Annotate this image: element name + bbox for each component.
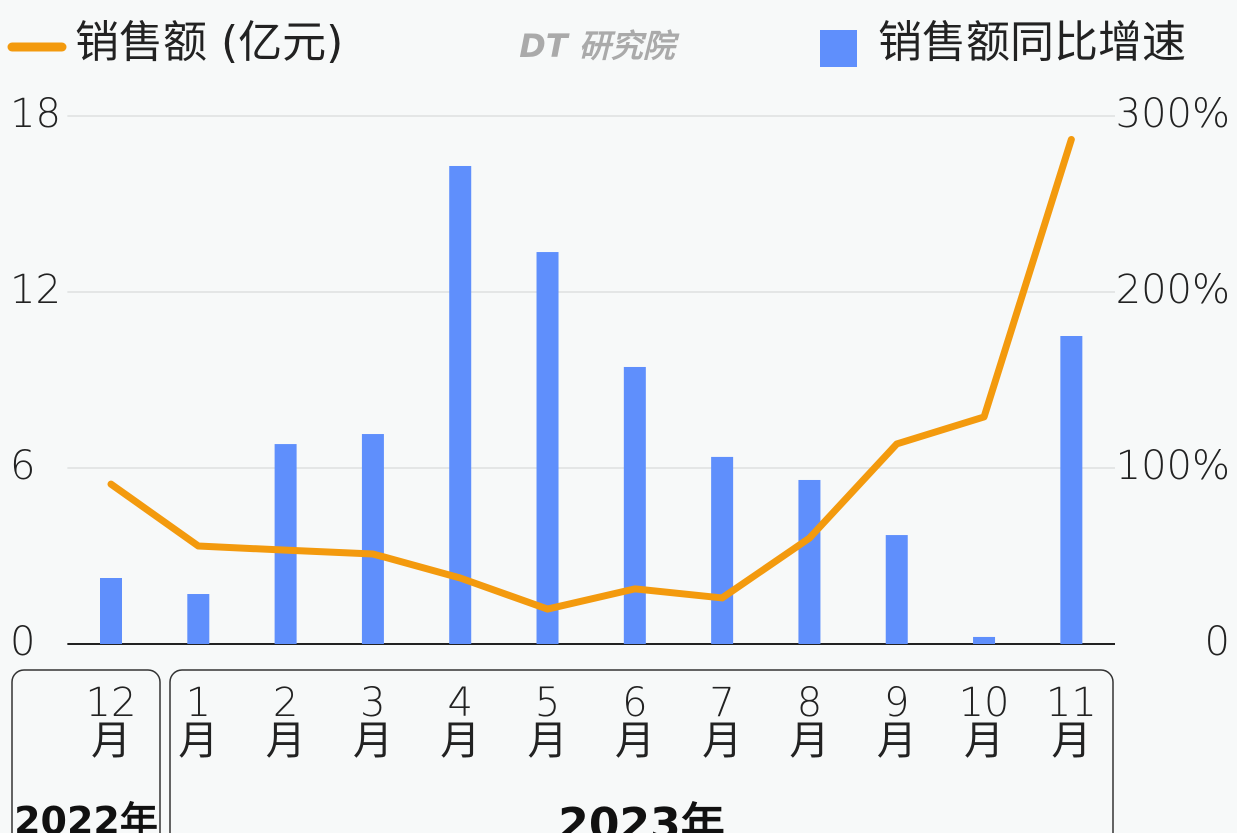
y-tick-label: 0	[10, 619, 35, 665]
watermark: DT 研究院	[519, 27, 680, 65]
y2-tick-label: 300%	[1116, 91, 1230, 137]
x-tick-label: 9月	[876, 680, 917, 764]
x-tick-label: 11月	[1045, 680, 1097, 764]
bar	[361, 434, 384, 644]
bar	[973, 636, 996, 644]
x-tick-label: 10月	[958, 680, 1010, 764]
x-tick-label: 3月	[352, 680, 393, 764]
x-tick-label: 8月	[789, 680, 830, 764]
legend-label: 销售额同比增速	[878, 17, 1186, 68]
legend-bar-swatch	[820, 30, 857, 67]
bar	[100, 578, 123, 644]
line	[107, 135, 1075, 613]
x-tick-label: 5月	[527, 680, 568, 764]
y-tick-label: 12	[10, 267, 61, 313]
x-tick-label: 1月	[178, 680, 219, 764]
bar	[885, 535, 908, 644]
y2-tick-label: 100%	[1116, 443, 1230, 489]
x-tick-label: 4月	[440, 680, 481, 764]
bar	[798, 479, 821, 644]
x-tick-label: 2月	[265, 680, 306, 764]
x-tick-label: 12月	[85, 680, 137, 764]
bar	[623, 366, 646, 644]
bar	[536, 252, 559, 644]
y2-tick-label: 200%	[1116, 267, 1230, 313]
y-tick-label: 6	[10, 443, 35, 489]
y2-tick-label: 0	[1205, 619, 1230, 665]
group-box	[169, 669, 1114, 833]
group-label: 2022年	[14, 799, 158, 833]
x-tick-label: 6月	[614, 680, 655, 764]
group-label: 2023年	[558, 799, 725, 833]
bar	[449, 165, 472, 644]
bar	[274, 444, 297, 644]
legend-label: 销售额 (亿元)	[75, 17, 343, 68]
bar	[711, 456, 734, 644]
bar	[1060, 336, 1083, 644]
group-box	[11, 669, 161, 833]
x-tick-label: 7月	[702, 680, 743, 764]
bar	[187, 594, 210, 644]
y-tick-label: 18	[10, 91, 61, 137]
